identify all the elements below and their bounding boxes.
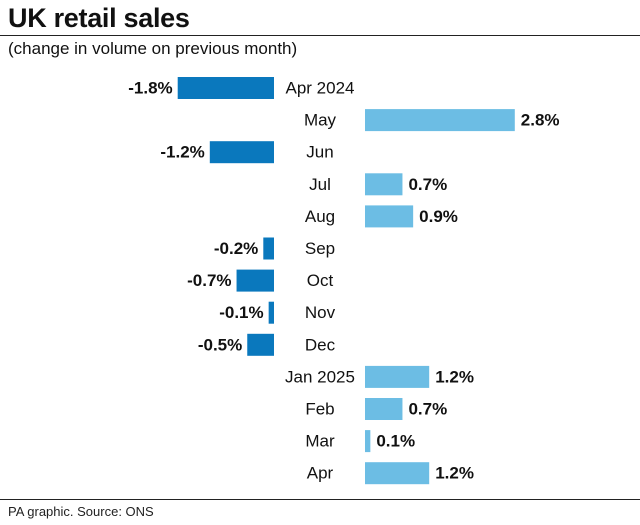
category-label: Apr 2024	[286, 79, 355, 98]
bar-3	[365, 173, 403, 196]
category-label: Nov	[305, 303, 336, 322]
category-label: Jul	[309, 175, 331, 194]
value-label: 1.2%	[435, 367, 474, 386]
category-label: Apr	[307, 464, 334, 483]
category-label: Aug	[305, 207, 335, 226]
bar-7	[268, 301, 274, 324]
source-note: PA graphic. Source: ONS	[8, 504, 154, 519]
bar-9	[365, 365, 430, 388]
value-label: 0.7%	[408, 175, 447, 194]
bar-0	[177, 77, 274, 99]
value-label: -0.1%	[219, 303, 263, 322]
bar-12	[365, 462, 430, 485]
category-label: Feb	[305, 400, 334, 419]
title-divider	[0, 35, 640, 36]
bar-2	[209, 141, 274, 164]
chart-title: UK retail sales	[8, 3, 190, 33]
bar-4	[365, 205, 414, 228]
chart-subtitle: (change in volume on previous month)	[8, 39, 298, 58]
value-label: -0.7%	[187, 271, 231, 290]
value-label: 0.7%	[408, 400, 447, 419]
value-label: -0.2%	[214, 239, 258, 258]
value-label: 0.9%	[419, 207, 458, 226]
bar-5	[263, 237, 274, 260]
bar-6	[236, 269, 274, 292]
bar-1	[365, 109, 515, 132]
bar-11	[365, 430, 371, 453]
bar-8	[247, 333, 274, 356]
value-label: 0.1%	[376, 432, 415, 451]
category-label: May	[304, 111, 337, 130]
bar-10	[365, 398, 403, 420]
category-label: Dec	[305, 335, 336, 354]
bar-chart: Apr 2024 -1.8% May 2.8% Jun -1.2% Jul 0.7% Aug 0.…	[128, 77, 560, 485]
value-label: -0.5%	[198, 335, 242, 354]
category-label: Jun	[306, 143, 333, 162]
category-label: Oct	[307, 271, 334, 290]
category-label: Sep	[305, 239, 335, 258]
value-label: -1.2%	[160, 143, 204, 162]
category-label: Jan 2025	[285, 367, 355, 386]
category-label: Mar	[305, 432, 335, 451]
value-label: -1.8%	[128, 79, 172, 98]
value-label: 2.8%	[521, 111, 560, 130]
value-label: 1.2%	[435, 464, 474, 483]
footer-divider	[0, 499, 640, 500]
